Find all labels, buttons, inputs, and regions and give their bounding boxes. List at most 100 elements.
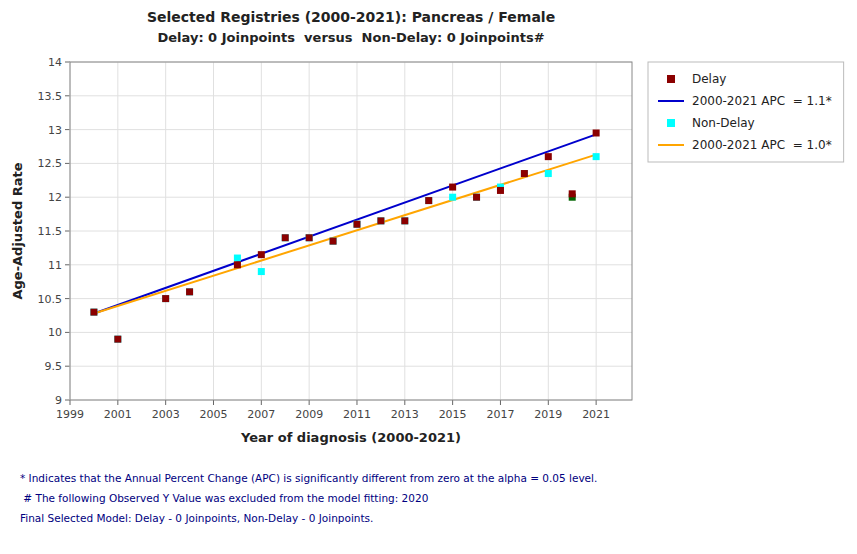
tick <box>452 400 453 405</box>
tick-label: 14 <box>48 56 62 69</box>
point <box>306 234 313 241</box>
tick-label: 9 <box>55 394 62 407</box>
point <box>569 190 576 197</box>
tick <box>356 400 357 405</box>
grid-line <box>309 62 310 400</box>
tick-label: 11 <box>48 259 62 272</box>
tick-label: 2019 <box>534 408 562 421</box>
tick <box>65 366 70 367</box>
point <box>353 221 360 228</box>
tick-label: 13 <box>48 124 62 137</box>
tick <box>165 400 166 405</box>
point <box>593 153 600 160</box>
grid-line <box>404 62 405 400</box>
grid-line <box>70 95 632 96</box>
point <box>545 153 552 160</box>
subtitle: Delay: 0 Joinpoints versus Non-Delay: 0 … <box>157 30 544 45</box>
footnote: Final Selected Model: Delay - 0 Joinpoin… <box>20 512 373 524</box>
point <box>114 336 121 343</box>
legend-label: 2000-2021 APC = 1.1* <box>692 94 832 108</box>
legend-label: Delay <box>692 72 726 86</box>
tick-label: 10 <box>48 326 62 339</box>
point <box>234 261 241 268</box>
point <box>258 251 265 258</box>
point <box>425 197 432 204</box>
tick <box>65 197 70 198</box>
point <box>330 238 337 245</box>
trend-line <box>94 155 596 314</box>
legend-swatch <box>658 100 684 102</box>
grid-line <box>117 62 118 400</box>
point <box>545 170 552 177</box>
point <box>473 194 480 201</box>
point <box>401 217 408 224</box>
grid-line <box>70 264 632 265</box>
grid-line <box>70 366 632 367</box>
point <box>306 234 313 241</box>
tick <box>500 400 501 405</box>
tick <box>213 400 214 405</box>
y-axis-label: Age-Adjusted Rate <box>10 162 25 299</box>
tick-label: 13.5 <box>38 90 63 103</box>
point <box>162 295 169 302</box>
tick-label: 2009 <box>295 408 323 421</box>
point <box>497 187 504 194</box>
grid-line <box>70 129 632 130</box>
tick-label: 1999 <box>56 408 84 421</box>
tick <box>548 400 549 405</box>
tick <box>65 231 70 232</box>
point <box>377 217 384 224</box>
tick-label: 2013 <box>391 408 419 421</box>
point <box>449 194 456 201</box>
grid-line <box>165 62 166 400</box>
grid-line <box>548 62 549 400</box>
footnote: # The following Observed Y Value was exc… <box>20 492 428 504</box>
tick-label: 12.5 <box>38 157 63 170</box>
tick <box>65 129 70 130</box>
tick <box>65 264 70 265</box>
footnote: * Indicates that the Annual Percent Chan… <box>20 472 597 484</box>
tick-label: 2003 <box>152 408 180 421</box>
legend-swatch <box>667 75 675 83</box>
tick <box>404 400 405 405</box>
tick <box>596 400 597 405</box>
tick <box>65 400 70 401</box>
grid-line <box>213 62 214 400</box>
tick-label: 12 <box>48 191 62 204</box>
legend-swatch <box>667 119 675 127</box>
point <box>521 170 528 177</box>
point <box>330 238 337 245</box>
tick-label: 2005 <box>199 408 227 421</box>
point <box>473 194 480 201</box>
point <box>90 309 97 316</box>
tick-label: 2017 <box>486 408 514 421</box>
tick <box>65 95 70 96</box>
grid-line <box>452 62 453 400</box>
tick-label: 2021 <box>582 408 610 421</box>
point <box>90 309 97 316</box>
point <box>425 197 432 204</box>
point <box>186 288 193 295</box>
point <box>114 336 121 343</box>
point <box>353 221 360 228</box>
grid-line <box>500 62 501 400</box>
point <box>593 129 600 136</box>
legend-swatch <box>658 144 684 146</box>
grid-line <box>70 163 632 164</box>
tick-label: 9.5 <box>45 360 63 373</box>
point <box>258 268 265 275</box>
point <box>377 217 384 224</box>
tick <box>65 332 70 333</box>
point <box>282 234 289 241</box>
point <box>282 234 289 241</box>
legend-label: 2000-2021 APC = 1.0* <box>692 138 832 152</box>
data <box>90 129 599 342</box>
trend-line <box>94 134 596 313</box>
x-axis-label: Year of diagnosis (2000-2021) <box>240 430 461 445</box>
point <box>186 288 193 295</box>
legend-label: Non-Delay <box>692 116 755 130</box>
point <box>401 217 408 224</box>
tick <box>65 62 70 63</box>
tick-label: 2011 <box>343 408 371 421</box>
grid-line <box>70 197 632 198</box>
